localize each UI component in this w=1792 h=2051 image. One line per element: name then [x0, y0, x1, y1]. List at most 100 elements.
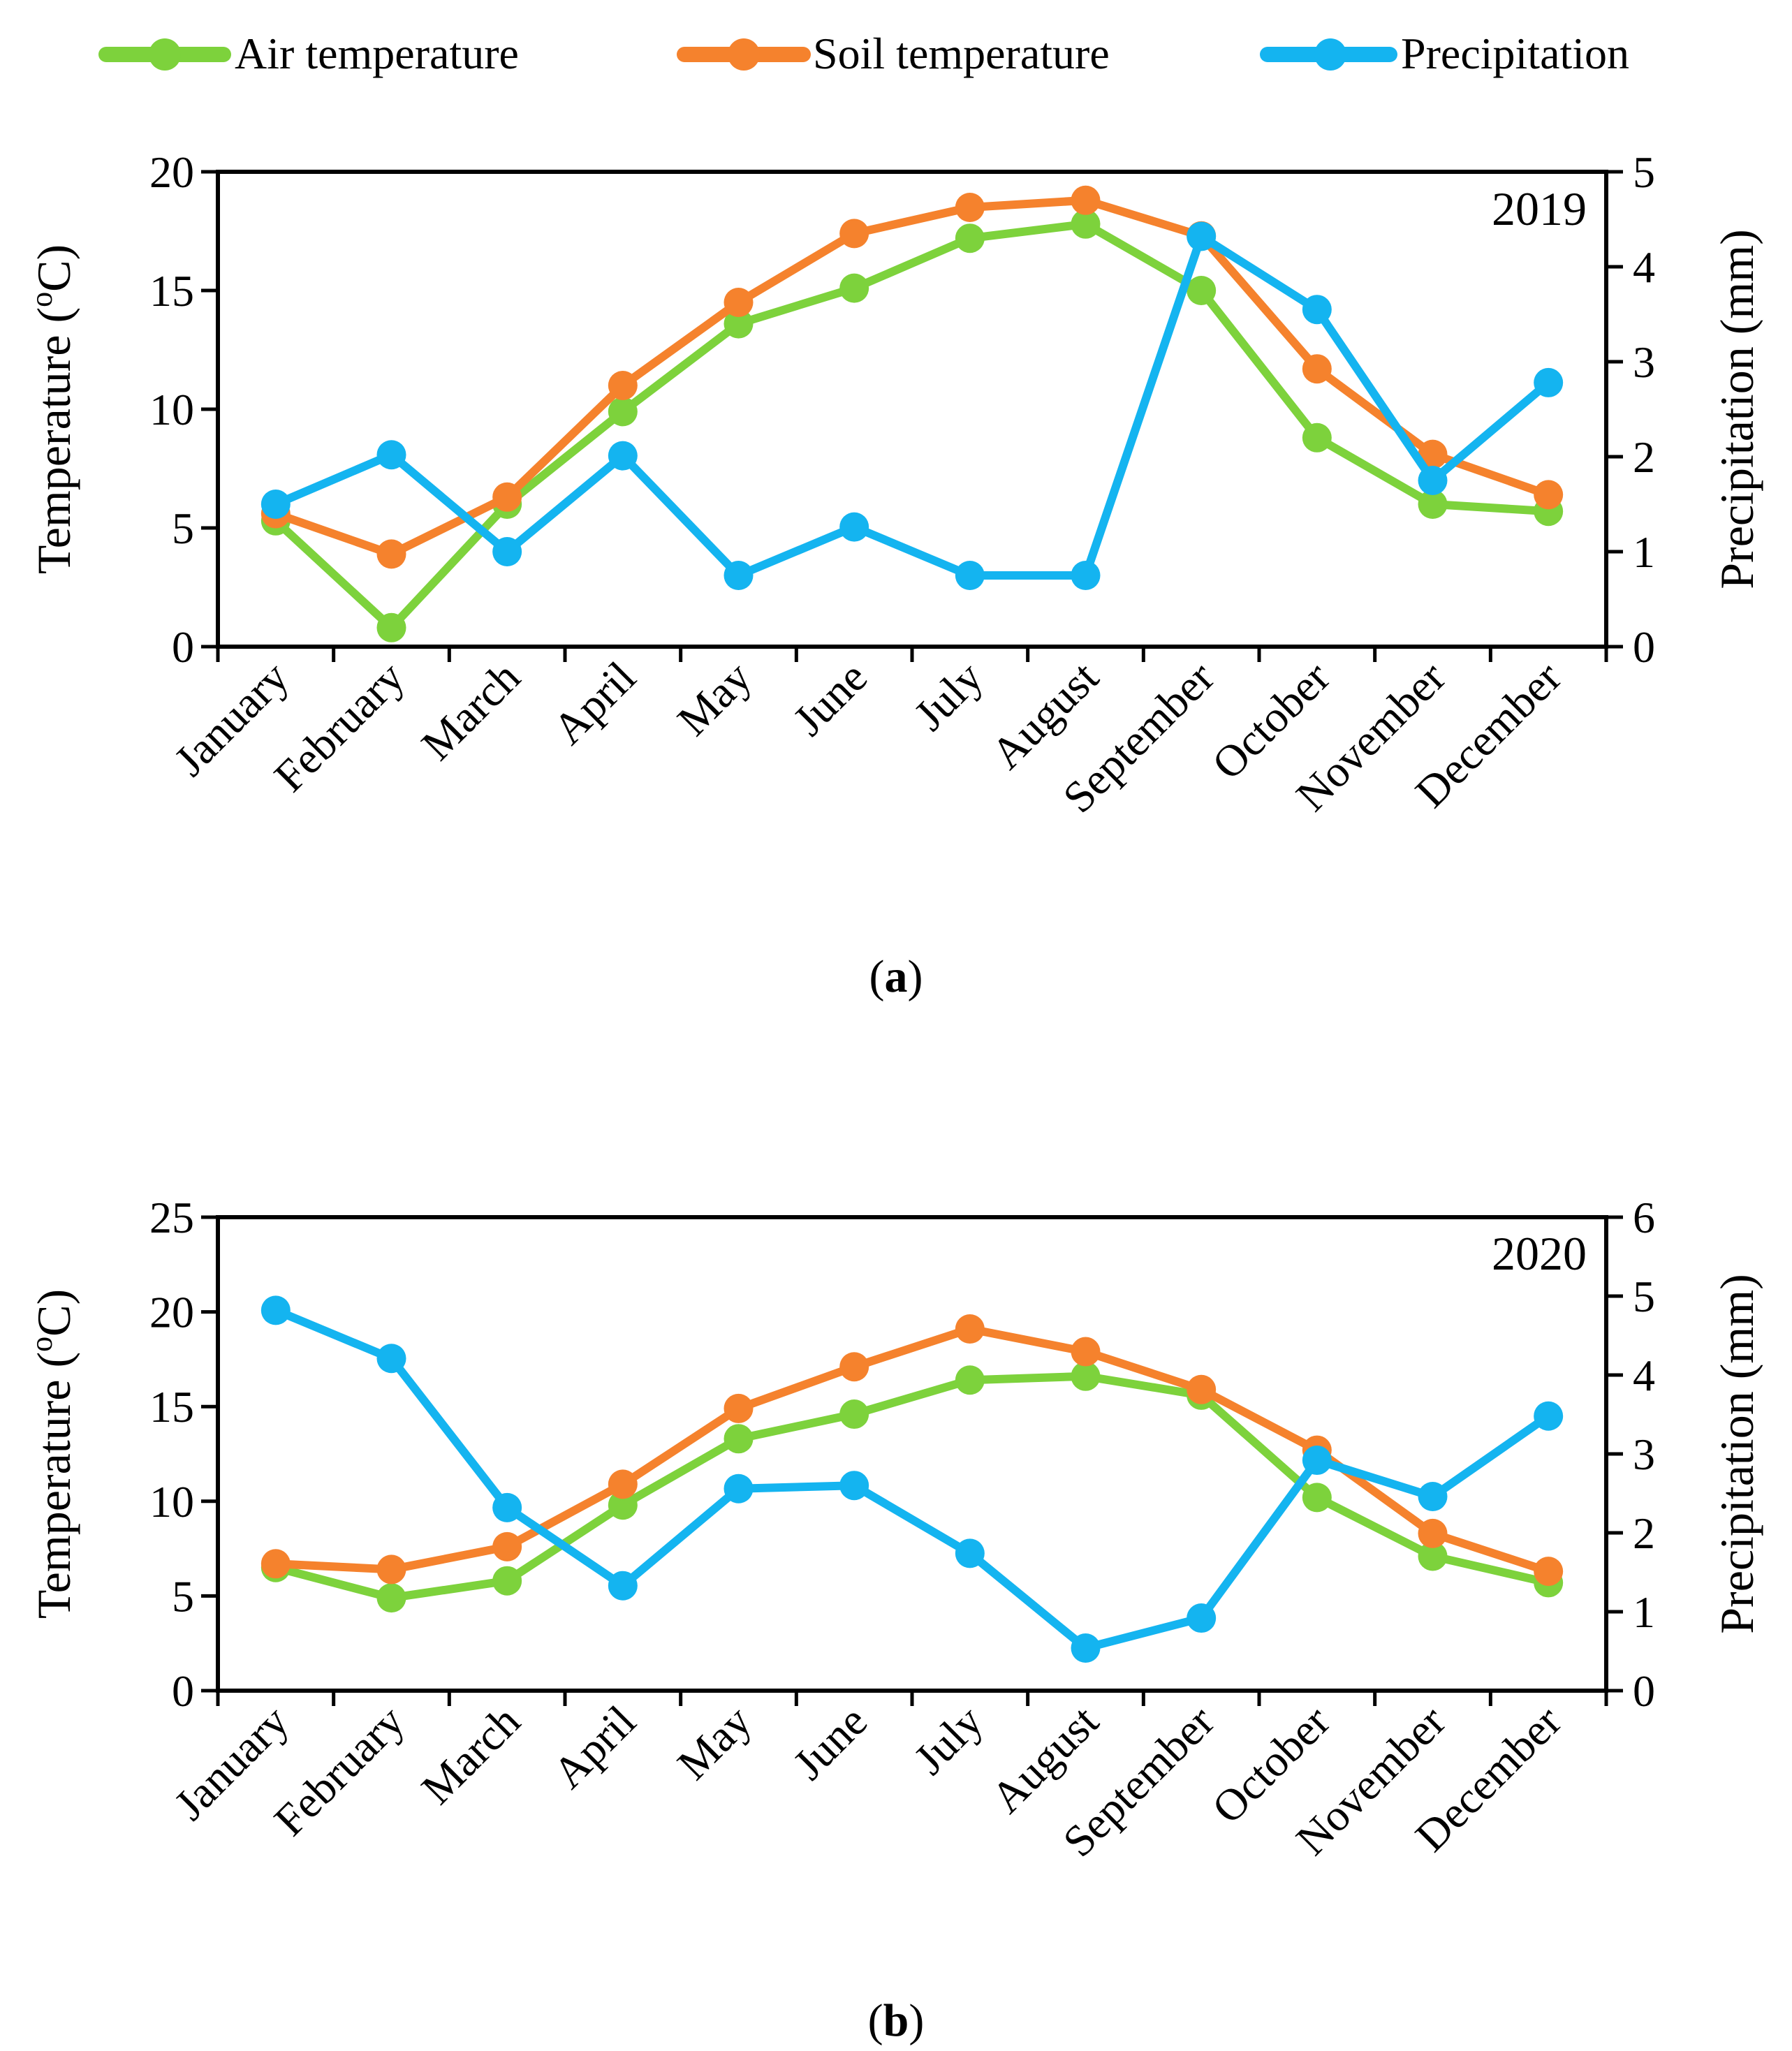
point-soil-temperature-2019-october	[1302, 354, 1332, 384]
point-precipitation-2020-march	[492, 1492, 522, 1522]
line-soil-temperature-2019	[271, 196, 1553, 559]
caption-open-2020: (	[868, 1995, 883, 2046]
legend: Air temperature Soil temperature Precipi…	[98, 29, 1629, 78]
point-soil-temperature-2020-june	[839, 1352, 869, 1382]
line-air-temperature-2019	[271, 219, 1553, 632]
line-precipitation-2020	[271, 1306, 1553, 1652]
legend-soil-temperature-marker	[728, 38, 760, 71]
point-precipitation-2020-september	[1187, 1603, 1217, 1633]
point-soil-temperature-2019-june	[839, 219, 869, 249]
y-right-tick-label-2019-2: 2	[1633, 432, 1655, 482]
y-left-tick-label-2019-20: 20	[149, 147, 194, 197]
point-soil-temperature-2019-november	[1418, 439, 1448, 469]
legend-soil-temperature-label: Soil temperature	[813, 29, 1110, 78]
legend-precipitation-label: Precipitation	[1401, 29, 1629, 78]
point-soil-temperature-2019-february	[376, 539, 406, 569]
y-left-tick-label-2020-15: 15	[149, 1382, 194, 1432]
series-2019	[260, 185, 1564, 642]
point-precipitation-2019-february	[376, 440, 406, 470]
series-soil-temperature-2020	[260, 1314, 1564, 1587]
point-air-temperature-2020-july	[955, 1365, 985, 1395]
legend-precipitation: Precipitation	[1260, 29, 1629, 78]
series-2020	[260, 1295, 1564, 1663]
ylabel-left-unit-2019: C)	[27, 244, 80, 292]
chart-2020: 2020 05101520250123456JanuaryFebruaryMar…	[24, 1193, 1763, 2046]
ylabel-right-2020: Precipitation (mm)	[1710, 1274, 1763, 1634]
point-soil-temperature-2020-december	[1534, 1557, 1564, 1587]
x-tick-label-2019-july: July	[904, 652, 992, 740]
point-precipitation-2020-december	[1534, 1401, 1564, 1431]
ylabel-left-2019: Temperature (oC)	[24, 244, 80, 574]
x-tick-label-2020-june: June	[784, 1696, 876, 1789]
point-precipitation-2020-april	[608, 1571, 638, 1601]
point-soil-temperature-2019-august	[1071, 185, 1101, 215]
point-precipitation-2020-february	[376, 1344, 406, 1374]
point-precipitation-2019-january	[260, 490, 291, 519]
caption-2019: (a)	[869, 951, 923, 1002]
point-air-temperature-2020-august	[1071, 1361, 1101, 1391]
line-air-temperature-2020	[271, 1372, 1553, 1603]
point-precipitation-2020-october	[1302, 1446, 1332, 1476]
x-tick-label-2019-may: May	[668, 652, 761, 745]
caption-2020: (b)	[868, 1995, 925, 2046]
y-right-tick-label-2020-1: 1	[1633, 1587, 1655, 1637]
point-soil-temperature-2020-january	[260, 1549, 291, 1579]
point-air-temperature-2019-april	[608, 397, 638, 427]
point-soil-temperature-2019-march	[492, 482, 522, 512]
point-air-temperature-2020-november	[1418, 1541, 1448, 1571]
y-right-tick-label-2020-3: 3	[1633, 1429, 1655, 1479]
point-air-temperature-2020-june	[839, 1399, 869, 1429]
x-tick-label-2019-march: March	[412, 652, 529, 770]
y-right-tick-label-2020-4: 4	[1633, 1351, 1655, 1400]
x-tick-label-2020-july: July	[904, 1696, 992, 1784]
ylabel-left-sup-2019: o	[24, 292, 59, 307]
caption-close-2020: )	[909, 1995, 924, 2046]
y-right-tick-label-2019-4: 4	[1633, 242, 1655, 292]
series-precipitation-2020	[260, 1295, 1564, 1663]
point-precipitation-2019-september	[1187, 221, 1217, 251]
point-soil-temperature-2019-may	[724, 288, 754, 317]
point-precipitation-2019-august	[1071, 561, 1101, 590]
point-precipitation-2019-july	[955, 561, 985, 590]
ylabel-right-2019: Precipitation (mm)	[1710, 229, 1763, 589]
point-precipitation-2019-october	[1302, 295, 1332, 325]
y-right-tick-label-2019-1: 1	[1633, 527, 1655, 577]
point-air-temperature-2019-august	[1071, 209, 1101, 239]
y-left-tick-label-2019-0: 0	[172, 622, 194, 672]
y-right-tick-label-2019-3: 3	[1633, 337, 1655, 387]
caption-letter-2019: a	[885, 951, 908, 1002]
line-precipitation-2019	[271, 232, 1553, 580]
point-precipitation-2019-march	[492, 537, 522, 566]
point-air-temperature-2019-february	[376, 612, 406, 642]
legend-air-temperature-label: Air temperature	[235, 29, 519, 78]
x-tick-label-2019-february: February	[265, 652, 414, 802]
x-tick-label-2020-march: March	[412, 1696, 529, 1814]
y-right-tick-label-2020-5: 5	[1633, 1272, 1655, 1321]
x-tick-label-2019-june: June	[784, 652, 876, 745]
point-precipitation-2019-june	[839, 512, 869, 542]
year-annotation-2020: 2020	[1492, 1227, 1587, 1280]
point-soil-temperature-2020-april	[608, 1469, 638, 1499]
point-air-temperature-2020-october	[1302, 1483, 1332, 1513]
point-precipitation-2019-april	[608, 441, 638, 471]
point-soil-temperature-2020-november	[1418, 1518, 1448, 1548]
point-precipitation-2020-january	[260, 1295, 291, 1325]
point-air-temperature-2019-june	[839, 273, 869, 303]
plot-area-2020	[216, 1215, 1608, 1693]
point-soil-temperature-2020-may	[724, 1393, 754, 1423]
x-tick-label-2020-april: April	[543, 1696, 645, 1798]
y-left-tick-label-2020-0: 0	[172, 1666, 194, 1716]
point-precipitation-2020-june	[839, 1471, 869, 1501]
y-right-tick-label-2019-0: 0	[1633, 622, 1655, 672]
y-left-tick-label-2020-20: 20	[149, 1288, 194, 1337]
point-soil-temperature-2020-march	[492, 1531, 522, 1561]
ylabel-left-text-2019: Temperature (	[27, 307, 80, 574]
point-air-temperature-2020-march	[492, 1566, 522, 1596]
point-precipitation-2020-may	[724, 1473, 754, 1504]
point-air-temperature-2019-september	[1187, 276, 1217, 305]
x-tick-label-2020-february: February	[265, 1696, 414, 1846]
point-air-temperature-2020-april	[608, 1490, 638, 1520]
caption-open-2019: (	[869, 951, 885, 1002]
